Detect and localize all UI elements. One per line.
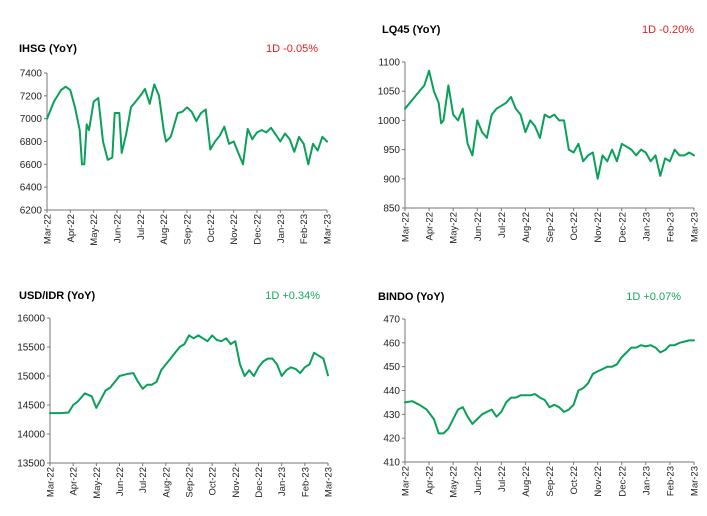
x-tick-label: Sep-22 xyxy=(545,466,556,497)
x-tick-label: Jul-22 xyxy=(497,212,508,238)
x-tick-label: Mar-22 xyxy=(401,466,412,496)
chart-title: USD/IDR (YoY) xyxy=(19,290,96,302)
x-tick-label: Aug-22 xyxy=(521,466,532,497)
x-tick-label: Mar-23 xyxy=(323,214,334,244)
chart-title: BINDO (YoY) xyxy=(378,291,445,303)
x-tick-label: Jun-22 xyxy=(113,214,124,243)
y-tick-label: 14000 xyxy=(17,430,45,441)
chart-title: LQ45 (YoY) xyxy=(382,24,441,36)
x-tick-label: Aug-22 xyxy=(521,212,532,243)
y-tick-label: 460 xyxy=(383,338,400,349)
y-tick-label: 440 xyxy=(383,386,400,397)
y-tick-label: 6600 xyxy=(20,160,43,171)
x-tick-label: Mar-23 xyxy=(690,466,701,496)
x-tick-label: Mar-22 xyxy=(401,212,412,242)
x-tick-label: Jan-23 xyxy=(277,467,288,496)
x-tick-label: Oct-22 xyxy=(569,466,580,495)
chart-panel-ihsg: IHSG (YoY) 1D -0.05% 6200 6400 6600 6800 700… xyxy=(19,43,334,246)
y-tick-label: 6200 xyxy=(20,206,43,217)
y-tick-label: 470 xyxy=(383,315,400,326)
x-tick-label: Nov-22 xyxy=(231,467,242,498)
y-tick-label: 950 xyxy=(383,145,400,156)
x-tick-label: Dec-22 xyxy=(617,212,628,243)
chart-panel-bindo: BINDO (YoY) 1D +0.07% 410 420 430 440 450 460… xyxy=(378,291,701,498)
y-tick-label: 15000 xyxy=(17,372,45,383)
x-tick-label: Dec-22 xyxy=(253,214,264,245)
chart-panel-usd-idr: USD/IDR (YoY) 1D +0.34% 13500 14000 14500 1… xyxy=(17,290,334,499)
x-tick-label: Feb-23 xyxy=(299,214,310,244)
y-tick-label: 16000 xyxy=(17,314,45,325)
x-tick-label: Aug-22 xyxy=(159,214,170,245)
y-tick-label: 7200 xyxy=(20,91,43,102)
y-tick-label: 1050 xyxy=(378,87,401,98)
x-tick-label: Apr-22 xyxy=(425,466,436,495)
x-tick-label: Nov-22 xyxy=(593,212,604,243)
daily-change-label: 1D +0.07% xyxy=(626,291,681,303)
x-tick-label: Apr-22 xyxy=(425,212,436,241)
x-tick-label: Nov-22 xyxy=(229,214,240,245)
x-tick-label: Jun-22 xyxy=(115,467,126,496)
x-tick-label: Mar-22 xyxy=(43,214,54,244)
x-tick-label: Oct-22 xyxy=(569,212,580,241)
x-tick-label: Jun-22 xyxy=(473,212,484,241)
y-tick-label: 13500 xyxy=(17,459,45,470)
x-tick-label: Feb-23 xyxy=(665,466,676,496)
x-tick-label: May-22 xyxy=(449,466,460,498)
x-tick-label: Jan-23 xyxy=(276,214,287,243)
series-line xyxy=(46,83,328,166)
y-tick-label: 450 xyxy=(383,362,400,373)
x-tick-label: Jul-22 xyxy=(138,467,149,493)
x-tick-label: Mar-23 xyxy=(324,467,335,497)
y-tick-label: 14500 xyxy=(17,401,45,412)
y-tick-label: 420 xyxy=(383,434,400,445)
x-tick-label: Apr-22 xyxy=(66,214,77,243)
x-tick-label: Dec-22 xyxy=(617,466,628,497)
x-tick-label: Oct-22 xyxy=(208,467,219,496)
daily-change-label: 1D -0.20% xyxy=(642,24,694,36)
y-tick-label: 7400 xyxy=(20,69,43,80)
series-line xyxy=(49,334,329,415)
y-tick-label: 7000 xyxy=(20,114,43,125)
x-tick-label: Dec-22 xyxy=(254,467,265,498)
y-tick-label: 410 xyxy=(383,458,400,469)
y-tick-label: 1000 xyxy=(378,116,401,127)
y-tick-label: 850 xyxy=(383,204,400,215)
x-tick-label: Jul-22 xyxy=(136,214,147,240)
y-tick-label: 430 xyxy=(383,410,400,421)
x-tick-label: Jan-23 xyxy=(641,212,652,241)
series-line xyxy=(404,69,695,180)
x-tick-label: May-22 xyxy=(92,467,103,499)
y-tick-label: 900 xyxy=(383,174,400,185)
series-line xyxy=(404,339,695,435)
daily-change-label: 1D +0.34% xyxy=(265,290,320,302)
x-tick-label: Mar-22 xyxy=(46,467,57,497)
x-tick-label: Jul-22 xyxy=(497,466,508,492)
y-tick-label: 1100 xyxy=(378,58,400,69)
x-tick-label: Aug-22 xyxy=(161,467,172,498)
x-tick-label: Mar-23 xyxy=(690,212,701,242)
x-tick-label: Feb-23 xyxy=(300,467,311,497)
daily-change-label: 1D -0.05% xyxy=(266,43,318,55)
y-tick-label: 6400 xyxy=(20,183,43,194)
x-tick-label: Sep-22 xyxy=(183,214,194,245)
x-tick-label: May-22 xyxy=(89,214,100,246)
x-tick-label: Oct-22 xyxy=(206,214,217,243)
y-tick-label: 6800 xyxy=(20,137,43,148)
x-tick-label: Jan-23 xyxy=(641,466,652,495)
x-tick-label: Jun-22 xyxy=(473,466,484,495)
chart-panel-lq45: LQ45 (YoY) 1D -0.20% 850 900 950 1000 1050 11… xyxy=(378,24,701,244)
x-tick-label: Feb-23 xyxy=(665,212,676,242)
x-tick-label: Sep-22 xyxy=(545,212,556,243)
x-tick-label: Sep-22 xyxy=(185,467,196,498)
x-tick-label: Nov-22 xyxy=(593,466,604,497)
chart-title: IHSG (YoY) xyxy=(19,43,77,55)
y-tick-label: 15500 xyxy=(17,343,45,354)
x-tick-label: May-22 xyxy=(449,212,460,244)
x-tick-label: Apr-22 xyxy=(69,467,80,496)
